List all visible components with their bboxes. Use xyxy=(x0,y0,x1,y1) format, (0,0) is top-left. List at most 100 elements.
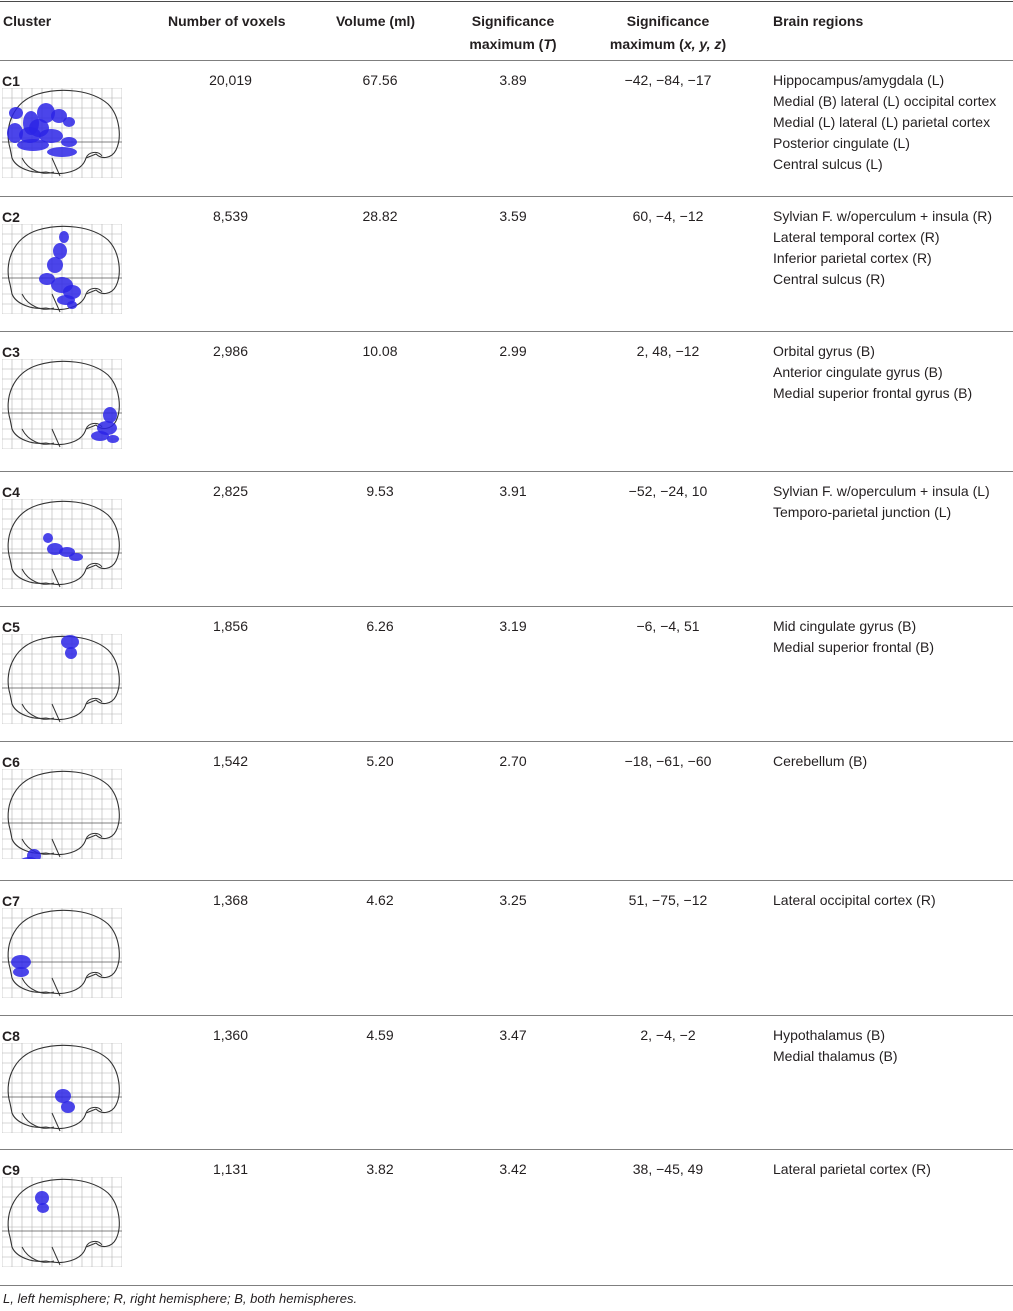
header-voxels: Number of voxels xyxy=(168,13,286,29)
temporal-outline xyxy=(85,1106,103,1114)
cluster-label: C4 xyxy=(2,484,20,500)
header-sig-t-line2-post: ) xyxy=(551,36,557,52)
cerebellum-outline xyxy=(21,293,55,310)
temporal-outline xyxy=(85,287,103,295)
cluster-label: C2 xyxy=(2,209,20,225)
significance-xyz: 38, −45, 49 xyxy=(632,1161,704,1177)
cerebellum-outline xyxy=(21,1246,55,1263)
cluster-label: C6 xyxy=(2,754,20,770)
cerebellum-outline xyxy=(21,428,55,445)
cerebellum-outline xyxy=(21,568,55,585)
row-rule xyxy=(0,606,1013,607)
significance-t: 3.42 xyxy=(499,1161,527,1177)
brain-outline xyxy=(7,1178,120,1264)
activation-blob xyxy=(61,137,77,147)
significance-t: 3.89 xyxy=(499,72,527,88)
header-sig-t-var: T xyxy=(543,36,552,52)
header-sig-xyz-line1: Significance xyxy=(626,13,710,29)
temporal-outline xyxy=(85,832,103,840)
activation-blobs xyxy=(55,1089,75,1113)
temporal-outline xyxy=(85,697,103,705)
activation-blob xyxy=(55,1089,71,1103)
brain-region: Sylvian F. w/operculum + insula (R) xyxy=(773,208,993,224)
header-sig-t-line2-pre: maximum ( xyxy=(469,36,544,52)
volume-ml: 67.56 xyxy=(362,72,398,88)
voxel-count: 1,360 xyxy=(212,1027,249,1043)
brainstem-outline xyxy=(51,293,61,313)
activation-blob xyxy=(67,301,77,309)
brain-region: Medial (L) lateral (L) parietal cortex xyxy=(773,114,991,130)
cluster-label: C8 xyxy=(2,1028,20,1044)
significance-xyz: 51, −75, −12 xyxy=(628,892,708,908)
row-rule xyxy=(0,1015,1013,1016)
temporal-outline xyxy=(85,1240,103,1248)
brain-outline xyxy=(7,635,120,721)
brain-activation-thumbnail xyxy=(2,499,122,589)
header-sig-xyz-var: x, y, z xyxy=(683,36,722,52)
volume-ml: 4.62 xyxy=(366,892,394,908)
table-top-rule xyxy=(0,1,1013,2)
activation-blobs xyxy=(43,533,83,561)
brain-outline xyxy=(7,89,120,175)
volume-ml: 28.82 xyxy=(362,208,398,224)
thumbnail-grid xyxy=(2,1177,122,1267)
brain-outline xyxy=(7,1044,120,1130)
brain-regions: Cerebellum (B) xyxy=(773,751,867,772)
activation-blob xyxy=(53,243,67,259)
voxel-count: 20,019 xyxy=(209,72,252,88)
volume-ml: 9.53 xyxy=(366,483,394,499)
significance-t: 2.70 xyxy=(499,753,527,769)
thumbnail-grid xyxy=(2,769,122,859)
significance-xyz: 2, −4, −2 xyxy=(640,1027,696,1043)
brainstem-outline xyxy=(51,568,61,588)
brain-region: Sylvian F. w/operculum + insula (L) xyxy=(773,483,990,499)
activation-blob xyxy=(17,139,49,151)
brain-regions: Mid cingulate gyrus (B) Medial superior f… xyxy=(773,616,934,658)
significance-t: 3.47 xyxy=(499,1027,527,1043)
significance-xyz: −52, −24, 10 xyxy=(628,483,708,499)
volume-ml: 4.59 xyxy=(366,1027,394,1043)
brain-region: Orbital gyrus (B) xyxy=(773,343,875,359)
cerebellum-outline xyxy=(21,703,55,720)
significance-t: 3.59 xyxy=(499,208,527,224)
voxel-count: 2,825 xyxy=(212,483,249,499)
cluster-label: C1 xyxy=(2,73,20,89)
brain-activation-thumbnail xyxy=(2,359,122,449)
brainstem-outline xyxy=(51,157,61,177)
brain-region: Lateral parietal cortex (R) xyxy=(773,1161,931,1177)
cluster-label: C7 xyxy=(2,893,20,909)
activation-blobs xyxy=(39,231,81,309)
temporal-outline xyxy=(85,151,103,159)
activation-blob xyxy=(37,1203,49,1213)
row-rule xyxy=(0,880,1013,881)
activation-blobs xyxy=(91,407,119,443)
activation-blob xyxy=(43,533,53,543)
activation-blob xyxy=(39,273,55,285)
cluster-label: C9 xyxy=(2,1162,20,1178)
activation-blob xyxy=(47,257,63,273)
activation-blob xyxy=(63,117,75,127)
activation-blob xyxy=(103,407,117,423)
significance-xyz: −6, −4, 51 xyxy=(636,618,700,634)
significance-xyz: −18, −61, −60 xyxy=(624,753,712,769)
activation-blob xyxy=(21,857,37,859)
brain-activation-thumbnail xyxy=(2,634,122,724)
brain-region: Lateral temporal cortex (R) xyxy=(773,229,940,245)
brain-region: Mid cingulate gyrus (B) xyxy=(773,618,917,634)
voxel-count: 1,542 xyxy=(212,753,249,769)
volume-ml: 5.20 xyxy=(366,753,394,769)
brain-outline xyxy=(7,770,120,856)
activation-blobs xyxy=(7,103,77,157)
row-rule xyxy=(0,1285,1013,1286)
brain-activation-thumbnail xyxy=(2,224,122,314)
cerebellum-outline xyxy=(21,157,55,174)
row-rule xyxy=(0,741,1013,742)
volume-ml: 3.82 xyxy=(366,1161,394,1177)
brain-region: Hypothalamus (B) xyxy=(773,1027,886,1043)
voxel-count: 1,856 xyxy=(212,618,249,634)
brain-regions: Hippocampus/amygdala (L) Medial (B) later… xyxy=(773,70,996,175)
brain-regions: Sylvian F. w/operculum + insula (L) Tempo… xyxy=(773,481,990,523)
temporal-outline xyxy=(85,562,103,570)
significance-t: 2.99 xyxy=(499,343,527,359)
volume-ml: 10.08 xyxy=(362,343,398,359)
